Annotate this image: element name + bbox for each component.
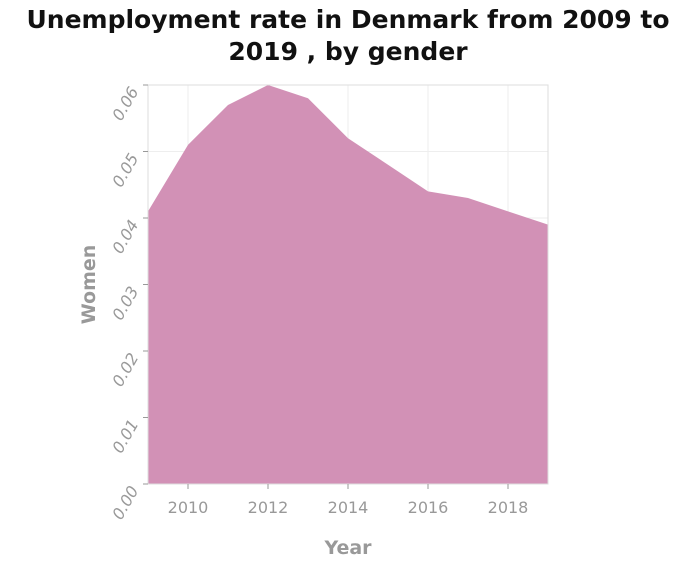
- x-tick-label: 2012: [248, 498, 289, 517]
- x-tick-label: 2010: [168, 498, 209, 517]
- y-tick-label: 0.00: [108, 483, 142, 523]
- x-tick-label: 2014: [328, 498, 369, 517]
- y-axis-label: Women: [78, 245, 100, 325]
- chart-title-line-2: 2019 , by gender: [228, 37, 468, 66]
- y-tick-label: 0.04: [108, 217, 142, 257]
- y-tick-label: 0.01: [108, 416, 142, 456]
- chart-title-line-1: Unemployment rate in Denmark from 2009 t…: [26, 5, 670, 34]
- y-tick-label: 0.06: [108, 84, 142, 124]
- y-tick-label: 0.05: [108, 150, 142, 190]
- y-tick-label: 0.02: [108, 350, 142, 390]
- y-tick-label: 0.03: [108, 283, 142, 323]
- x-axis-ticks: 2010 2012 2014 2016 2018: [168, 484, 529, 517]
- x-axis-label: Year: [323, 537, 372, 559]
- area-layer: [148, 85, 548, 484]
- chart-title: Unemployment rate in Denmark from 2009 t…: [0, 4, 696, 68]
- women-area: [148, 85, 548, 484]
- y-axis-ticks: 0.00 0.01 0.02 0.03 0.04 0.05 0.06: [108, 84, 148, 523]
- x-tick-label: 2016: [408, 498, 449, 517]
- x-tick-label: 2018: [488, 498, 529, 517]
